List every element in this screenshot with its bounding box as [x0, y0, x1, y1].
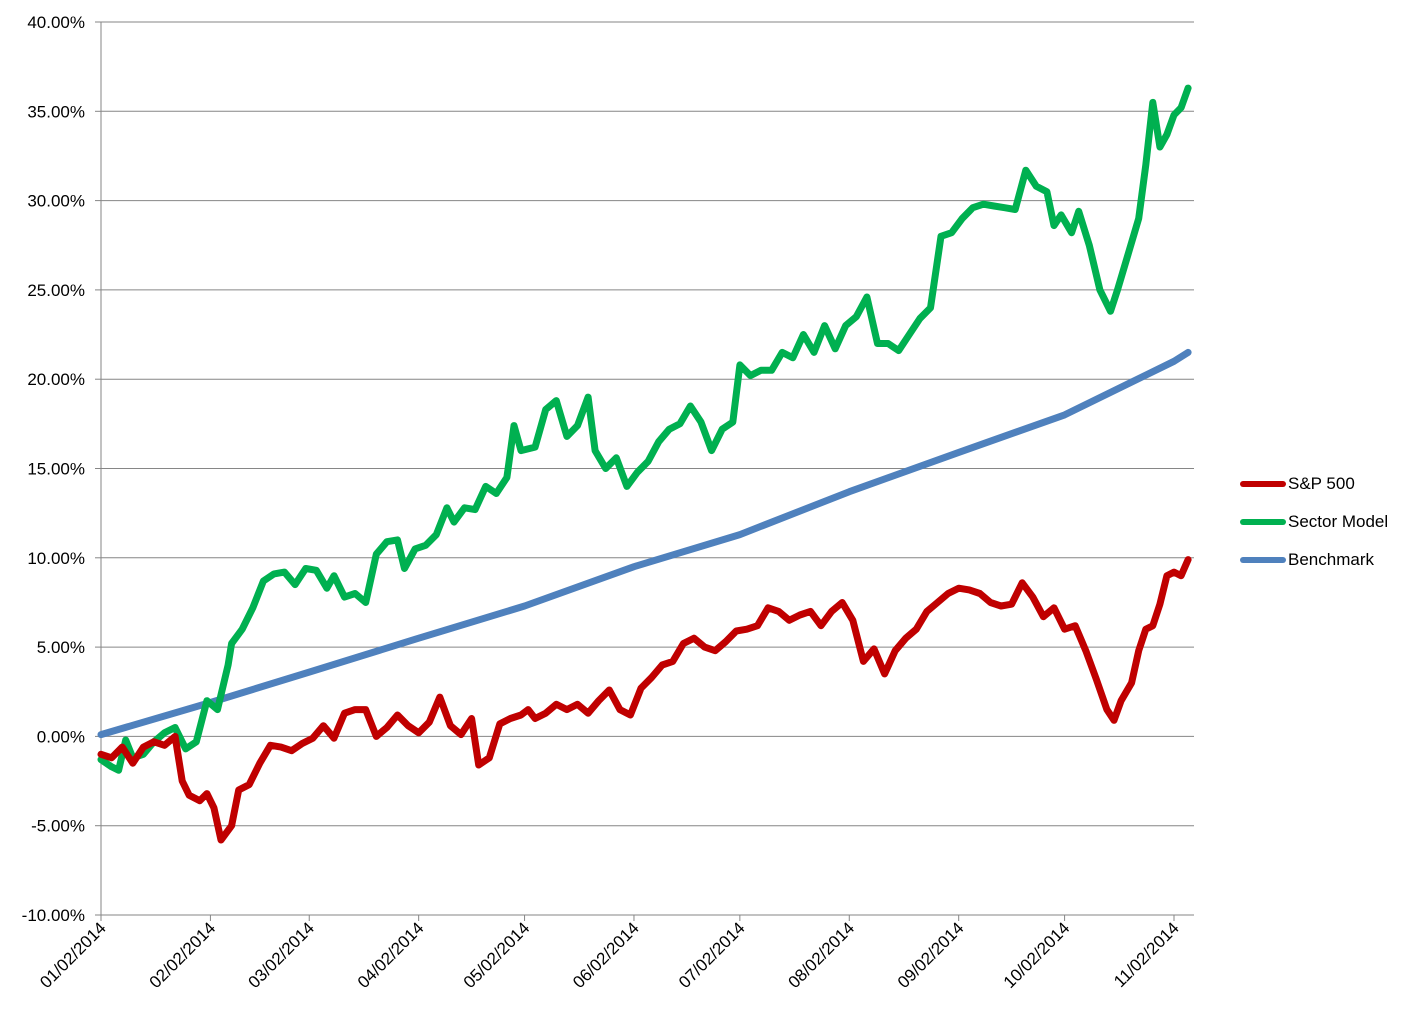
legend-swatch-sector-model — [1240, 519, 1286, 525]
x-tick-label: 06/02/2014 — [569, 918, 643, 992]
gridlines — [101, 21, 1194, 916]
y-tick-label: 5.00% — [37, 638, 85, 657]
legend: S&P 500 Sector Model Benchmark — [1240, 465, 1388, 579]
y-tick-label: 20.00% — [27, 370, 85, 389]
y-tick-label: 15.00% — [27, 460, 85, 479]
y-tick-labels: -10.00% -5.00% 0.00% 5.00% 10.00% 15.00% 20.00… — [22, 13, 85, 925]
x-tick-label: 11/02/2014 — [1110, 918, 1183, 991]
y-tick-label: 30.00% — [27, 192, 85, 211]
legend-label-benchmark: Benchmark — [1288, 550, 1374, 569]
x-tick-labels: 01/02/2014 02/02/2014 03/02/2014 04/02/2014… — [36, 918, 1183, 992]
legend-label-sp500: S&P 500 — [1288, 474, 1355, 493]
x-tick-label: 03/02/2014 — [244, 918, 318, 992]
y-tick-label: 10.00% — [27, 549, 85, 568]
series-line-s-p-500 — [97, 556, 1192, 844]
x-tick-label: 01/02/2014 — [36, 918, 110, 992]
x-tick-label: 07/02/2014 — [675, 918, 749, 992]
x-tick-label: 04/02/2014 — [354, 918, 428, 992]
series-lines — [97, 84, 1192, 844]
series-line-benchmark — [97, 348, 1192, 739]
y-tick-label: -10.00% — [22, 906, 85, 925]
legend-swatch-benchmark — [1240, 557, 1286, 563]
x-tick-label: 05/02/2014 — [460, 918, 534, 992]
legend-item-sp500: S&P 500 — [1240, 465, 1388, 503]
x-tick-label: 10/02/2014 — [1000, 918, 1074, 992]
y-tick-label: 40.00% — [27, 13, 85, 32]
legend-item-sector-model: Sector Model — [1240, 503, 1388, 541]
y-tick-label: 35.00% — [27, 102, 85, 121]
x-tick-label: 08/02/2014 — [784, 918, 858, 992]
legend-label-sector-model: Sector Model — [1288, 512, 1389, 531]
y-tick-label: 25.00% — [27, 281, 85, 300]
series-line-sector-model — [97, 84, 1192, 774]
legend-item-benchmark: Benchmark — [1240, 541, 1388, 579]
y-tick-label: 0.00% — [37, 727, 85, 746]
axes — [95, 21, 1194, 921]
x-tick-label: 02/02/2014 — [146, 918, 220, 992]
x-tick-label: 09/02/2014 — [894, 918, 968, 992]
y-tick-label: -5.00% — [31, 817, 85, 836]
legend-swatch-sp500 — [1240, 481, 1286, 487]
